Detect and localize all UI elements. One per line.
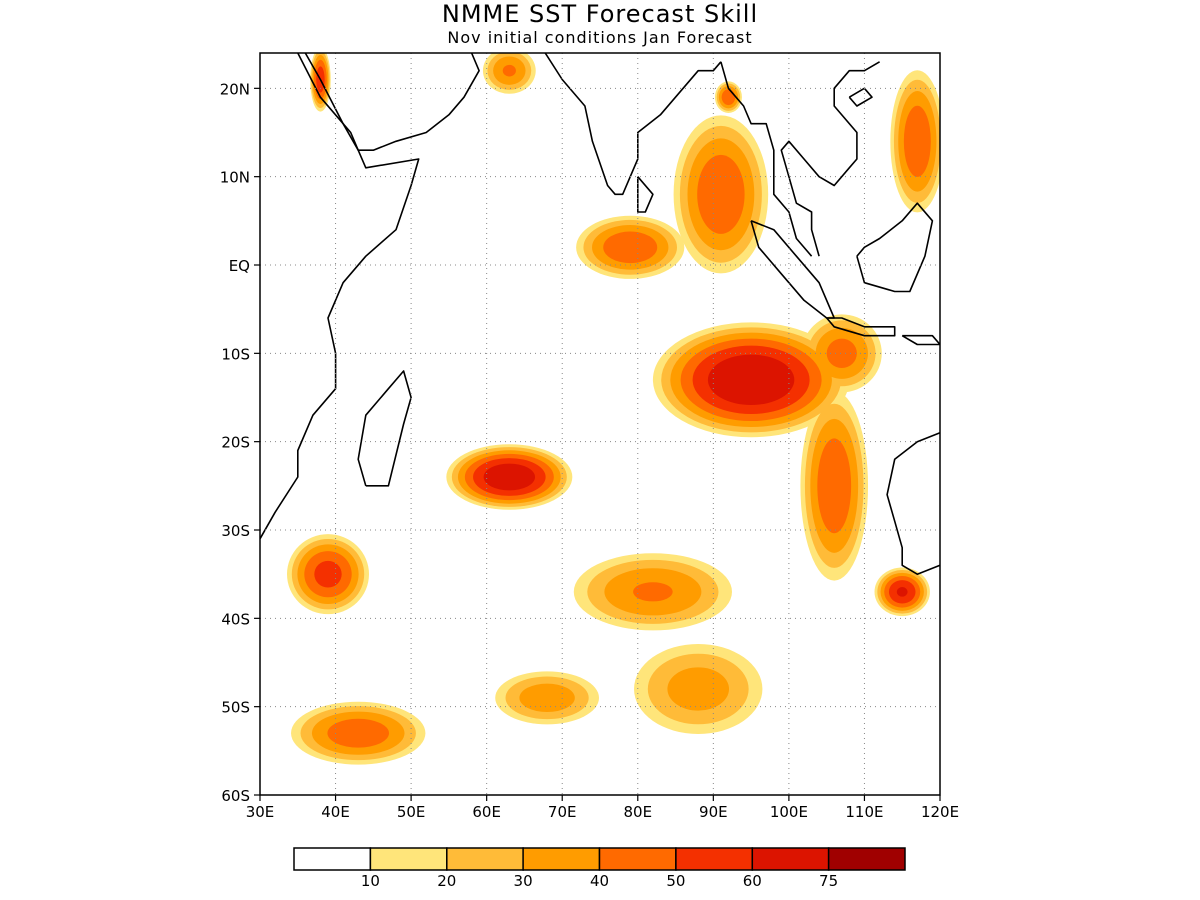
y-tick-label: 10S xyxy=(221,345,250,363)
colorbar-swatch xyxy=(675,847,754,871)
y-tick-label: 20S xyxy=(221,434,250,452)
colorbar-swatch xyxy=(522,847,601,871)
skill-southern-band-west-level-40 xyxy=(327,718,390,748)
y-tick-label: 10N xyxy=(220,169,250,187)
skill-south-central-band-level-40 xyxy=(633,582,673,602)
skill-shading xyxy=(287,53,940,765)
y-tick-label: 60S xyxy=(221,787,250,805)
skill-equatorial-central-level-40 xyxy=(603,231,658,264)
skill-mascarene-level-60 xyxy=(483,463,536,491)
colorbar-label: 30 xyxy=(514,872,533,890)
colorbar-swatch xyxy=(751,847,830,871)
x-tick-label: 110E xyxy=(845,803,883,821)
myanmar-coastline xyxy=(720,61,813,257)
x-tick-label: 40E xyxy=(321,803,350,821)
skill-southern-band-central-level-30 xyxy=(519,683,575,713)
map-subtitle: Nov initial conditions Jan Forecast xyxy=(447,28,753,47)
x-tick-label: 80E xyxy=(623,803,652,821)
map-title: NMME SST Forecast Skill xyxy=(441,0,759,28)
x-tick-label: 120E xyxy=(921,803,959,821)
skill-java-coast-level-40 xyxy=(826,338,857,369)
skill-agulhas-level-50 xyxy=(314,560,342,588)
y-tick-label: 50S xyxy=(221,699,250,717)
sri-lanka xyxy=(636,176,654,213)
y-tick-label: 20N xyxy=(220,80,250,98)
coastlines xyxy=(260,53,940,576)
skill-south-china-sea-level-40 xyxy=(903,105,931,177)
x-tick-label: 70E xyxy=(548,803,577,821)
malaya-east-coastline xyxy=(780,61,881,257)
skill-arabian-sea-north-level-40 xyxy=(502,64,516,77)
y-tick-label: EQ xyxy=(229,257,250,275)
plot-frame xyxy=(259,52,941,796)
axis-ticks: 30E 40E 50E 60E 70E 80E 90E 100E 110E 120E 20N 10N E… xyxy=(220,80,959,821)
colorbar-swatch xyxy=(446,847,524,871)
colorbar-label: 10 xyxy=(361,872,380,890)
colorbar-label: 60 xyxy=(743,872,762,890)
colorbar-swatch xyxy=(827,847,906,871)
gridlines xyxy=(260,53,940,795)
skill-bay-of-bengal-level-40 xyxy=(697,154,745,234)
y-tick-label: 30S xyxy=(221,522,250,540)
x-tick-label: 60E xyxy=(472,803,501,821)
skill-australia-west-level-40 xyxy=(817,438,852,534)
colorbar-label: 40 xyxy=(590,872,609,890)
borneo xyxy=(856,202,934,293)
colorbar: 10 20 30 40 50 60 75 xyxy=(293,847,906,890)
x-tick-label: 30E xyxy=(246,803,275,821)
java xyxy=(826,317,896,337)
skill-indian-ocean-east-level-60 xyxy=(707,354,795,406)
hainan xyxy=(848,87,873,107)
colorbar-label: 50 xyxy=(666,872,685,890)
madagascar xyxy=(357,370,412,487)
x-tick-label: 50E xyxy=(397,803,426,821)
africa-coastline xyxy=(260,53,420,540)
x-tick-label: 100E xyxy=(770,803,808,821)
skill-bay-of-bengal-north-level-40 xyxy=(721,89,736,106)
colorbar-swatch xyxy=(598,847,677,871)
y-tick-label: 40S xyxy=(221,610,250,628)
lesser-sunda xyxy=(901,334,940,346)
colorbar-swatch xyxy=(369,847,448,871)
arabia-coastline xyxy=(297,53,480,151)
skill-australia-southwest-level-60 xyxy=(896,587,908,597)
sumatra xyxy=(750,220,836,319)
colorbar-label: 75 xyxy=(819,872,838,890)
skill-southern-band-east-level-30 xyxy=(667,667,730,711)
colorbar-label: 20 xyxy=(437,872,456,890)
colorbar-swatch xyxy=(293,847,372,871)
australia-west-coastline xyxy=(886,432,940,576)
x-tick-label: 90E xyxy=(699,803,728,821)
